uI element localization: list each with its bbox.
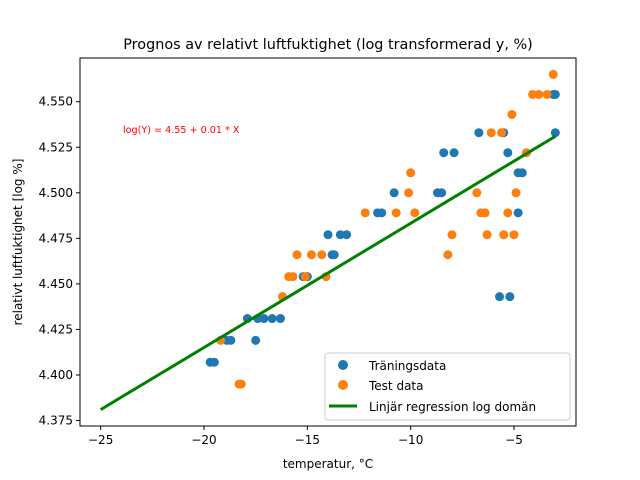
data-point-test-13 [404,188,414,198]
data-point-training-25 [495,292,505,302]
data-point-test-5 [288,272,298,282]
data-point-test-22 [486,128,496,138]
data-point-test-15 [410,208,420,218]
data-point-training-1 [209,357,219,367]
axes-frame [79,57,577,427]
y-tick-label: 4.425 [39,322,73,336]
legend-box [324,352,571,421]
data-point-test-6 [292,250,302,260]
data-point-test-25 [503,208,513,218]
data-point-test-11 [360,208,370,218]
data-point-test-8 [306,250,316,260]
y-axis: 4.375 4.400 4.425 4.450 4.475 4.500 4.525 4.550 [39,95,80,428]
y-tick-label: 4.400 [39,368,73,382]
data-point-training-24 [474,128,484,138]
y-tick-label: 4.475 [39,231,73,245]
data-point-training-16 [342,230,352,240]
legend: Träningsdata Test data Linjär regression… [324,352,571,421]
data-point-test-31 [534,89,544,99]
data-point-test-12 [391,208,401,218]
data-point-training-9 [275,314,285,324]
data-point-test-30 [528,89,538,99]
data-point-training-28 [505,292,515,302]
data-point-test-18 [472,188,482,198]
data-point-test-14 [406,168,416,178]
data-point-training-21 [437,188,447,198]
data-point-training-15 [335,230,345,240]
data-point-test-23 [497,128,507,138]
x-tick-label: −15 [295,433,320,447]
data-point-test-26 [507,109,517,119]
data-point-training-33 [550,89,560,99]
data-point-test-33 [548,69,558,79]
data-point-training-31 [517,168,527,178]
legend-label-test: Test data [368,379,423,393]
data-point-training-34 [550,128,560,138]
x-tick-label: −25 [88,433,113,447]
data-point-test-20 [480,208,490,218]
x-tick-label: −5 [505,433,523,447]
data-point-training-5 [251,335,261,345]
chart-title: Prognos av relativt luftfuktighet (log t… [123,37,533,53]
x-tick-label: −10 [398,433,423,447]
data-point-training-8 [267,314,277,324]
data-point-test-16 [443,250,453,260]
data-point-training-22 [439,148,449,158]
data-point-test-32 [542,89,552,99]
data-point-training-3 [226,335,236,345]
data-point-training-23 [449,148,459,158]
data-point-training-18 [377,208,387,218]
data-point-test-7 [300,272,310,282]
data-point-training-14 [329,250,339,260]
data-point-training-19 [389,188,399,198]
data-point-test-27 [509,230,519,240]
y-axis-label: relativt luftfuktighet [log %] [11,159,25,326]
y-tick-label: 4.500 [39,186,73,200]
y-tick-label: 4.375 [39,414,73,428]
data-point-test-9 [317,250,327,260]
x-tick-label: −20 [191,433,216,447]
y-tick-label: 4.450 [39,277,73,291]
data-point-test-21 [482,230,492,240]
annotation-equation: log(Y) = 4.55 + 0.01 * X [123,125,240,136]
legend-label-regression: Linjär regression log domän [369,400,536,414]
x-axis: −25 −20 −15 −10 −5 [88,426,523,447]
legend-label-training: Träningsdata [368,359,446,373]
data-point-test-17 [447,230,457,240]
regression-line [99,135,557,411]
data-point-training-27 [503,148,513,158]
y-tick-label: 4.525 [39,140,73,154]
data-point-test-24 [499,230,509,240]
data-point-training-7 [259,314,269,324]
y-tick-label: 4.550 [39,95,73,109]
legend-marker-test [338,380,348,390]
plot-area [99,69,560,411]
x-axis-label: temperatur, °C [283,457,373,471]
data-point-training-12 [323,230,333,240]
data-point-test-28 [511,188,521,198]
data-point-training-30 [513,208,523,218]
data-point-test-2 [236,379,246,389]
legend-marker-training [338,360,348,370]
